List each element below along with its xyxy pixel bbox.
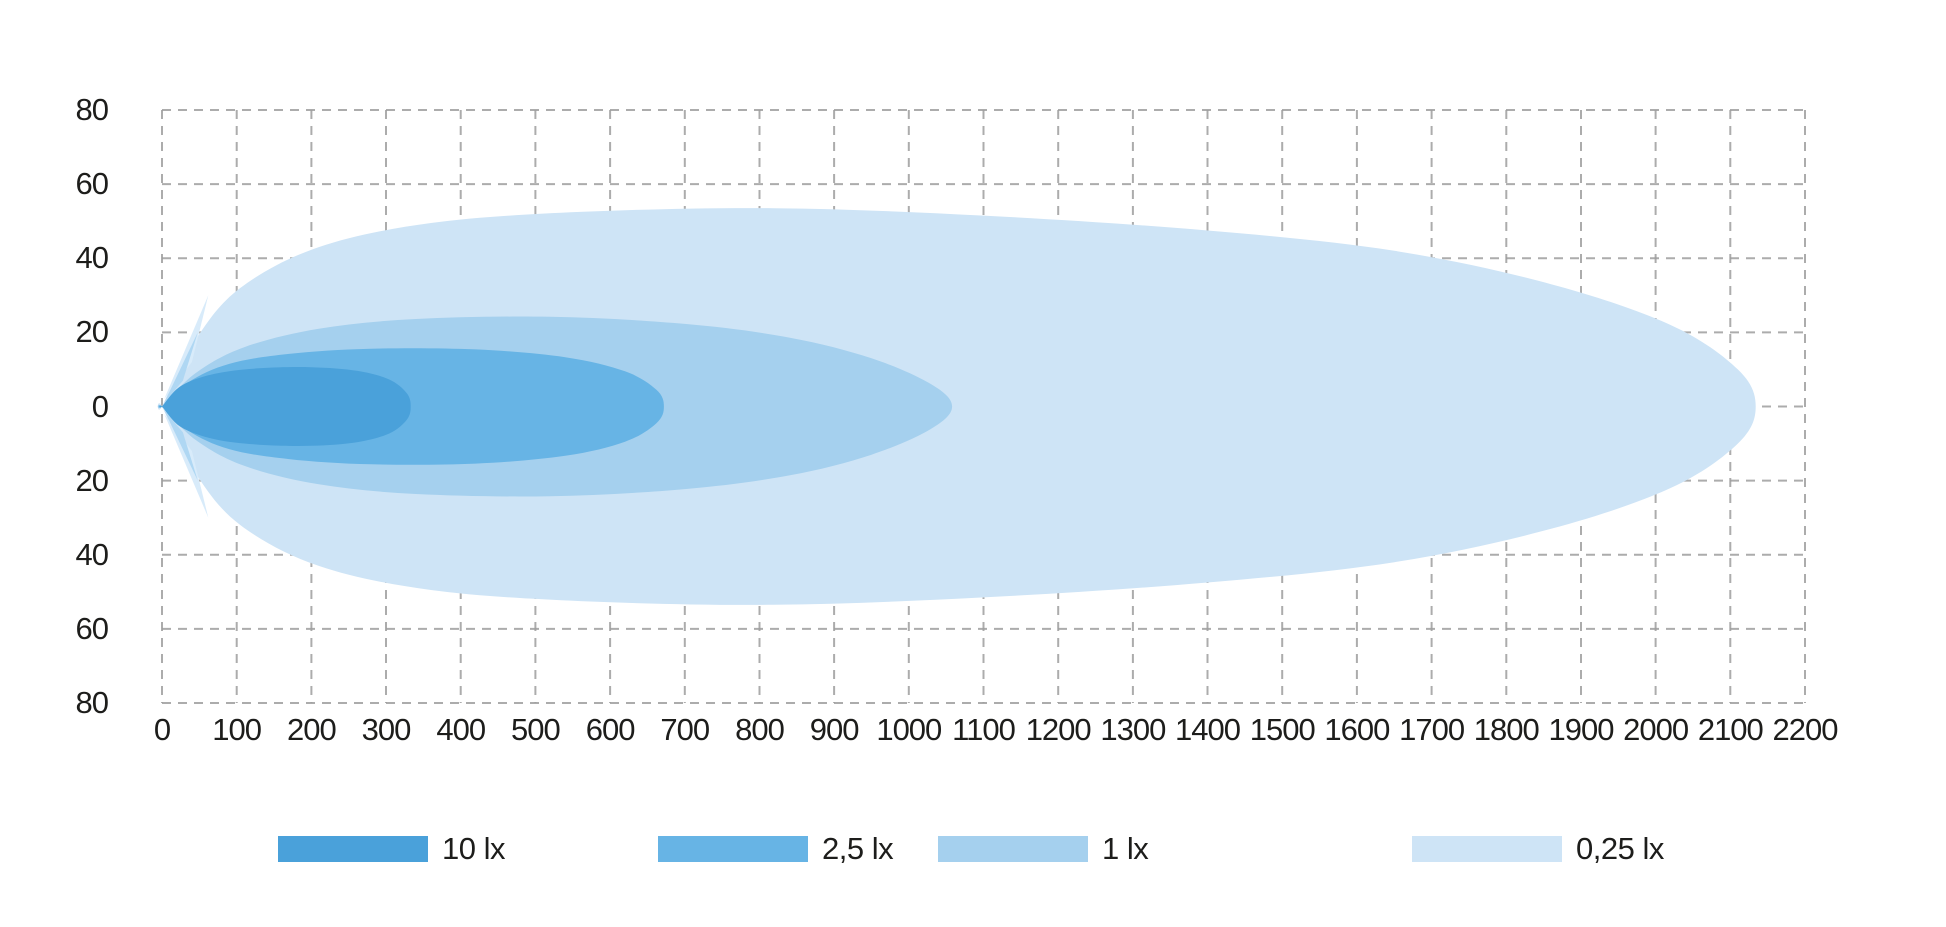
y-tick-label: 40 (75, 240, 109, 276)
x-tick-label: 600 (585, 712, 636, 747)
y-tick-label: 20 (75, 462, 109, 498)
x-tick-label: 1700 (1399, 712, 1465, 747)
legend-label: 1 lx (1102, 831, 1149, 866)
x-tick-label: 2100 (1697, 712, 1764, 747)
contour-10-lx (159, 367, 411, 446)
y-tick-label: 80 (75, 92, 109, 127)
legend-swatch (1412, 836, 1562, 862)
y-tick-label: 40 (75, 536, 109, 572)
x-tick-label: 300 (361, 712, 412, 747)
x-tick-label: 2200 (1772, 712, 1839, 747)
x-tick-label: 500 (511, 712, 561, 747)
x-tick-label: 1100 (952, 712, 1016, 747)
x-tick-label: 1900 (1548, 712, 1614, 747)
x-tick-label: 1600 (1324, 712, 1390, 747)
legend-item: 10 lx (278, 831, 505, 867)
legend-item: 0,25 lx (1412, 831, 1664, 867)
plot-area (157, 109, 1806, 704)
legend-label: 2,5 lx (822, 831, 894, 866)
legend-swatch (278, 836, 428, 862)
x-tick-label: 800 (735, 712, 785, 747)
x-tick-label: 400 (436, 712, 486, 747)
y-tick-label: 60 (75, 166, 109, 202)
x-tick-label: 1200 (1025, 712, 1092, 747)
legend-swatch (658, 836, 808, 862)
x-tick-label: 700 (660, 712, 710, 747)
legend-swatch (938, 836, 1088, 862)
y-tick-label: 0 (91, 388, 109, 424)
x-tick-label: 1800 (1473, 712, 1540, 747)
x-tick-label: 1400 (1175, 712, 1241, 747)
x-tick-label: 2000 (1623, 712, 1689, 747)
legend-label: 10 lx (442, 831, 505, 866)
x-tick-label: 1000 (876, 712, 942, 747)
legend-item: 2,5 lx (658, 831, 894, 867)
y-tick-label: 20 (75, 314, 109, 350)
x-tick-label: 1300 (1100, 712, 1166, 747)
x-tick-label: 100 (212, 712, 262, 747)
plot-svg (157, 109, 1806, 704)
x-tick-label: 900 (809, 712, 860, 747)
x-tick-label: 0 (153, 712, 171, 747)
y-tick-label: 80 (75, 685, 109, 720)
legend-label: 0,25 lx (1576, 831, 1664, 866)
contour-0-25-lx (157, 208, 1756, 605)
x-tick-label: 200 (286, 712, 337, 747)
y-tick-label: 60 (75, 610, 109, 646)
legend-item: 1 lx (938, 831, 1149, 867)
x-tick-label: 1500 (1249, 712, 1316, 747)
